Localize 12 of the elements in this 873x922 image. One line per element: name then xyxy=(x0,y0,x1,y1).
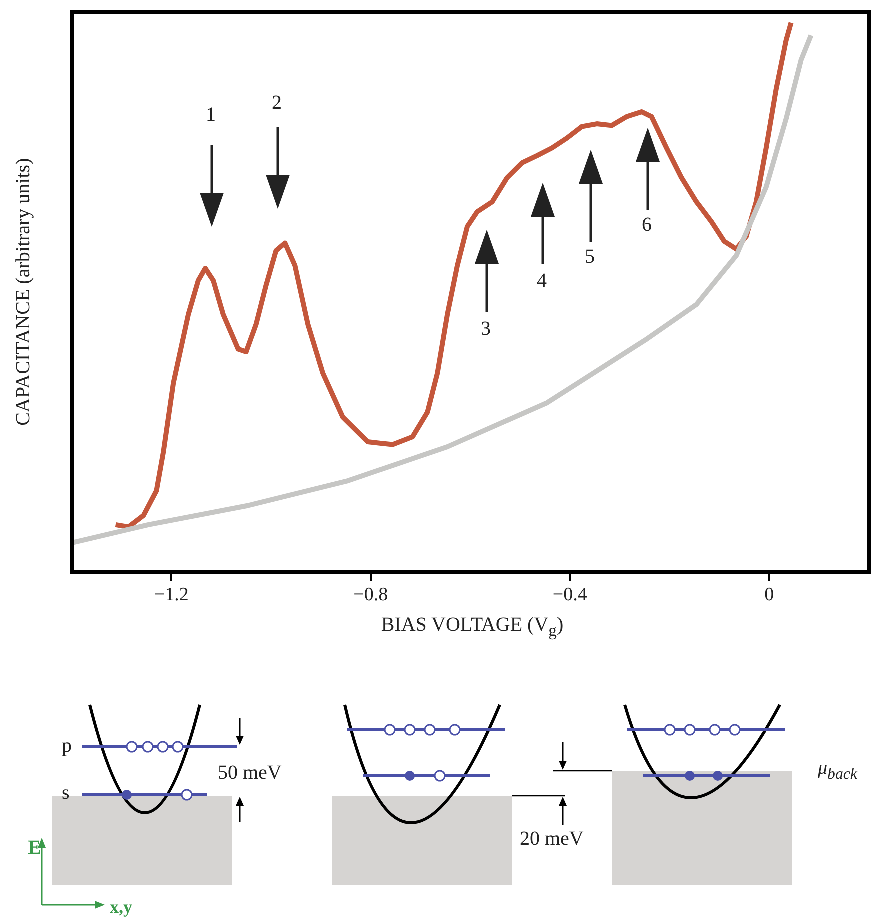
annotation: 2 xyxy=(272,92,282,115)
x-tick-label: −1.2 xyxy=(154,584,189,606)
x-tick-label: 0 xyxy=(764,584,774,606)
x-axis-title: BIAS VOLTAGE (V$_{g}$) xyxy=(380,614,565,641)
y-axis-title: CAPACITANCE (arbitrary units) xyxy=(12,158,34,426)
x-tick-label: −0.4 xyxy=(552,584,588,606)
x-tick-label: −0.8 xyxy=(354,584,388,606)
annotation: 1 xyxy=(206,104,216,127)
annotation: 5 xyxy=(585,246,595,269)
annotation: 4 xyxy=(537,270,547,293)
annotation: 6 xyxy=(642,214,652,237)
annotation: 3 xyxy=(481,318,491,341)
